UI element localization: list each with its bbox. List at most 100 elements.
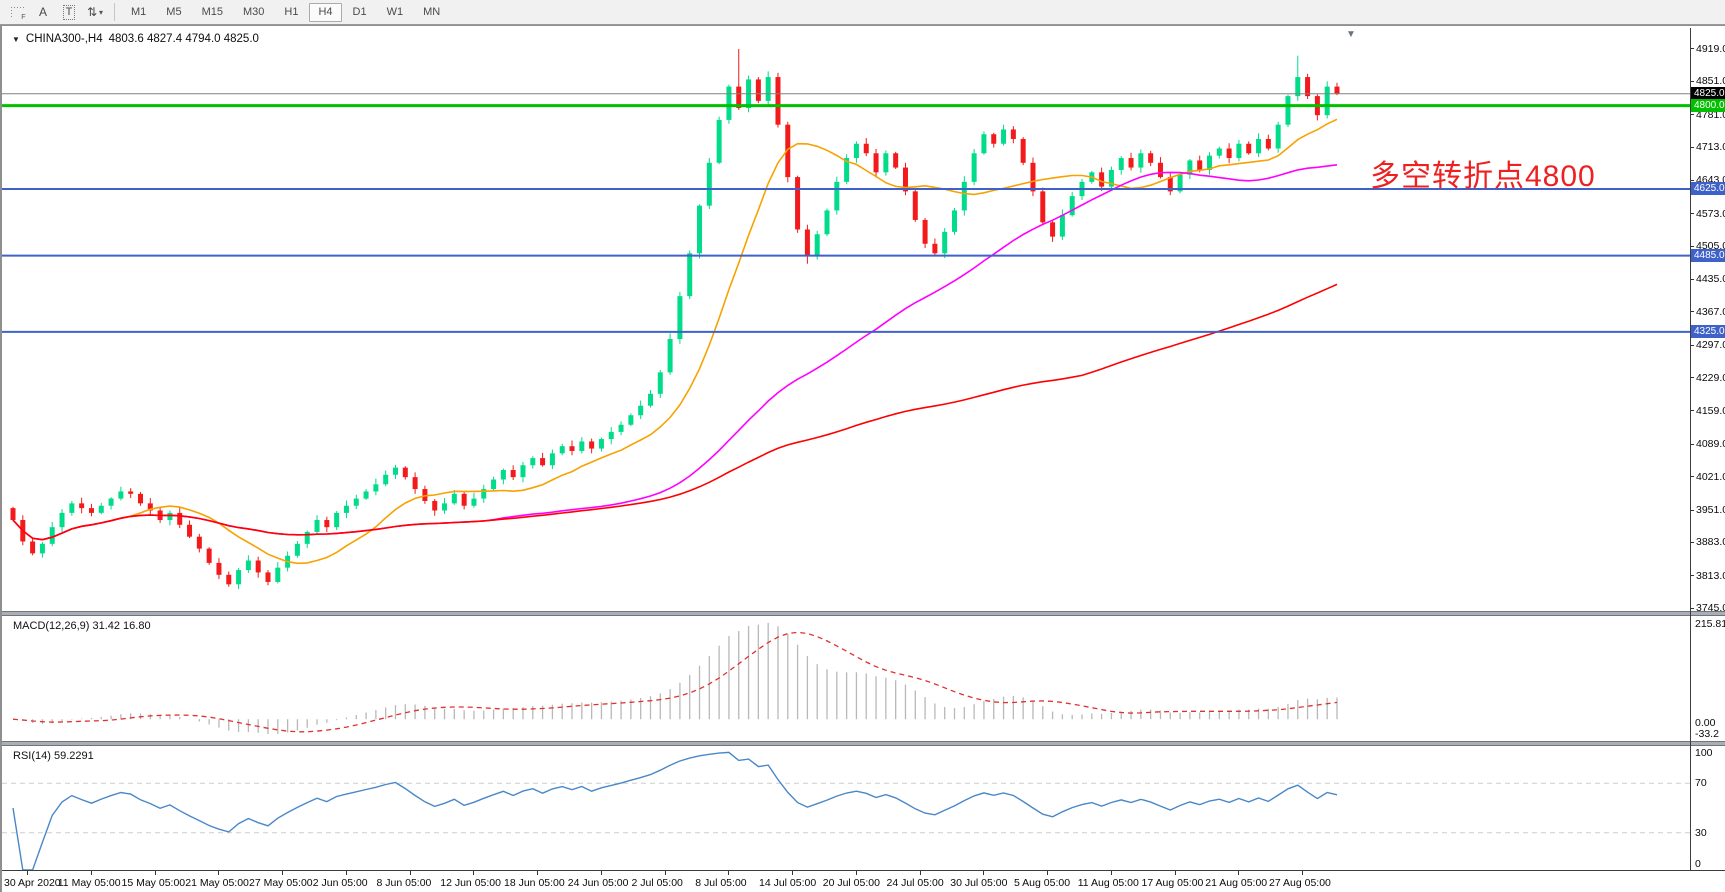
collapse-icon[interactable]: ▼ [12, 34, 20, 44]
price-axis-label: 3813.0 [1696, 569, 1725, 582]
ohlc-readout: 4803.6 4827.4 4794.0 4825.0 [108, 33, 259, 45]
timeframe-button-m30[interactable]: M30 [242, 6, 265, 18]
price-badge-4800.0: 4800.0 [1690, 99, 1725, 113]
timeframe-button-w1[interactable]: W1 [386, 6, 404, 18]
annotation-text: 多空转折点4800 [1370, 160, 1596, 193]
time-axis-tick [154, 871, 156, 875]
time-axis-tick [409, 871, 411, 875]
timeframe-button-d1[interactable]: D1 [352, 6, 367, 18]
date-label: 14 Jul 05:00 [759, 877, 817, 889]
rsi-axis-70: 70 [1695, 777, 1707, 789]
grid-f-icon[interactable]: F [5, 2, 29, 22]
timeframe-button-mn[interactable]: MN [423, 6, 441, 18]
price-axis-label: 4229.0 [1696, 371, 1725, 384]
time-axis-tick [1238, 871, 1240, 875]
price-axis-tick [1690, 80, 1694, 82]
panel-separator[interactable] [2, 741, 1725, 746]
price-axis-tick [1690, 278, 1694, 280]
top-toolbar: F A T ⇅ ▾ M1 M5 M15 M30 H1 H4 D1 W1 MN [0, 0, 1725, 25]
toolbar-separator [114, 3, 115, 21]
time-axis-tick [919, 871, 921, 875]
time-axis-tick [90, 871, 92, 875]
price-axis-label: 4573.0 [1696, 207, 1725, 220]
label-a-icon[interactable]: A [38, 5, 47, 19]
time-axis-tick [1302, 871, 1303, 875]
timeframe-button-m15[interactable]: M15 [201, 6, 223, 18]
price-axis-label: 4505.0 [1696, 240, 1725, 253]
price-axis-label: 4089.0 [1696, 438, 1725, 451]
rsi-axis-30: 30 [1695, 827, 1707, 839]
date-label: 27 Aug 05:00 [1269, 877, 1331, 889]
macd-panel[interactable]: MACD(12,26,9) 31.42 16.80 215.81 0.00 -3… [2, 616, 1725, 741]
price-axis-tick [1690, 410, 1694, 412]
date-label: 30 Apr 2020 [4, 877, 61, 889]
macd-axis-zero: 0.00 [1695, 717, 1716, 729]
rsi-label: RSI(14) 59.2291 [13, 750, 94, 762]
date-label: 15 May 05:00 [121, 877, 186, 889]
time-axis-tick [792, 871, 793, 875]
date-label: 2 Jun 05:00 [312, 877, 368, 889]
rsi-axis[interactable]: 100 70 30 0 [1690, 746, 1725, 870]
price-axis-label: 4919.0 [1696, 42, 1725, 55]
price-axis-tick [1690, 509, 1694, 511]
price-axis-label: 4435.0 [1696, 273, 1725, 286]
date-label: 11 May 05:00 [57, 877, 121, 889]
rsi-axis-100: 100 [1695, 747, 1713, 759]
price-axis-tick [1690, 311, 1694, 313]
time-axis-tick [728, 871, 730, 875]
time-axis-tick [218, 871, 220, 875]
arrows-icon[interactable]: ⇅ ▾ [86, 5, 104, 19]
price-axis-tick [1690, 377, 1694, 379]
candlestick-chart[interactable] [2, 28, 1690, 611]
timeframe-button-h4[interactable]: H4 [309, 2, 342, 22]
time-axis-tick [345, 871, 347, 875]
timeframe-button-group: M1 M5 M15 M30 H1 H4 D1 W1 MN [121, 2, 450, 22]
price-chart-panel[interactable]: ▼ CHINA300-,H4 4803.6 4827.4 4794.0 4825… [2, 28, 1725, 614]
price-axis-tick [1690, 607, 1694, 609]
price-axis-tick [1690, 245, 1694, 247]
date-label: 18 Jun 05:00 [504, 877, 565, 889]
macd-label: MACD(12,26,9) 31.42 16.80 [13, 620, 151, 632]
date-label: 24 Jul 05:00 [886, 877, 944, 889]
price-axis-tick [1690, 476, 1694, 478]
price-axis-tick [1690, 146, 1694, 148]
rsi-panel[interactable]: RSI(14) 59.2291 100 70 30 0 [2, 746, 1725, 871]
price-axis-tick [1690, 48, 1694, 50]
macd-axis[interactable]: 215.81 0.00 -33.2 [1690, 616, 1725, 741]
price-axis-label: 4159.0 [1696, 404, 1725, 417]
axis-border-line [1690, 28, 1691, 870]
date-label: 8 Jun 05:00 [376, 877, 432, 889]
price-axis-label: 4297.0 [1696, 339, 1725, 352]
rsi-axis-0: 0 [1695, 858, 1701, 870]
price-axis-label: 4021.0 [1696, 470, 1725, 483]
price-badge-4825.0: 4825.0 [1690, 87, 1725, 101]
time-axis-tick [1174, 871, 1176, 875]
time-axis-tick [855, 871, 857, 875]
chart-title: ▼ CHINA300-,H4 4803.6 4827.4 4794.0 4825… [12, 33, 259, 45]
price-badge-4485.0: 4485.0 [1690, 249, 1725, 263]
chart-window: ▼ CHINA300-,H4 4803.6 4827.4 4794.0 4825… [0, 25, 1725, 892]
macd-chart[interactable] [2, 616, 1690, 741]
chart-shift-marker-icon[interactable]: ▼ [1346, 29, 1356, 40]
panel-separator[interactable] [2, 611, 1725, 616]
time-axis-tick [1110, 871, 1112, 875]
timeframe-button-m5[interactable]: M5 [166, 6, 182, 18]
time-axis-tick [983, 871, 985, 875]
timeframe-button-m1[interactable]: M1 [131, 6, 147, 18]
date-label: 11 Aug 05:00 [1077, 877, 1139, 889]
date-label: 17 Aug 05:00 [1141, 877, 1204, 889]
date-label: 5 Aug 05:00 [1014, 877, 1071, 889]
text-t-icon[interactable]: T [57, 2, 81, 22]
macd-axis-max: 215.81 [1695, 618, 1725, 630]
price-axis-label: 3883.0 [1696, 536, 1725, 549]
price-axis[interactable]: 4919.0 4851.0 4781.0 4713.0 4643.0 4573.0 4505… [1690, 28, 1725, 614]
dropdown-caret-icon[interactable]: ▾ [99, 7, 104, 17]
price-axis-label: 4851.0 [1696, 75, 1725, 88]
timeframe-button-h1[interactable]: H1 [284, 6, 299, 18]
symbol-period-label: CHINA300-,H4 [25, 33, 103, 45]
time-axis[interactable]: 30 Apr 2020 11 May 05:00 15 May 05:00 21 Ma… [2, 870, 1725, 892]
time-axis-tick [473, 871, 475, 875]
rsi-chart[interactable] [2, 746, 1690, 871]
price-axis-label: 4367.0 [1696, 305, 1725, 318]
price-axis-tick [1690, 443, 1694, 445]
